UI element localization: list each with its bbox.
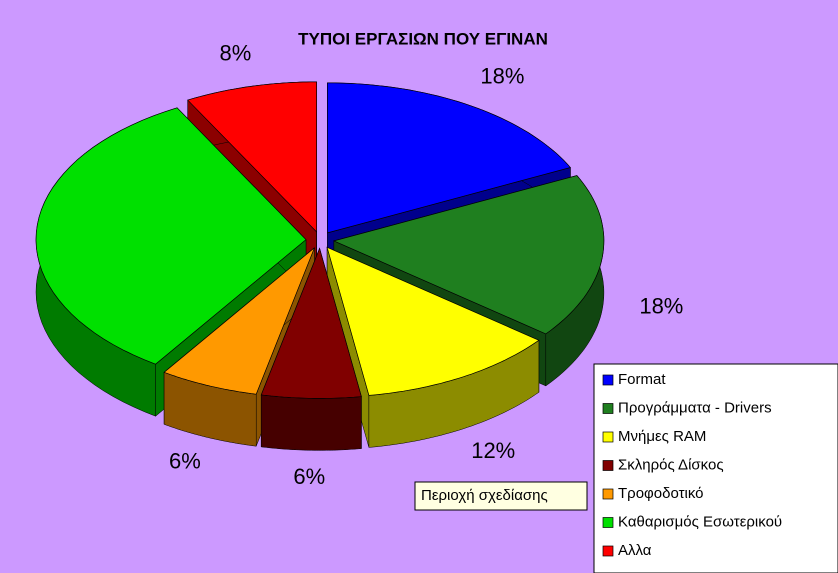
legend-label: Αλλα <box>618 542 652 559</box>
slice-wall <box>260 394 362 451</box>
legend-swatch <box>602 488 614 500</box>
data-label: 12% <box>471 438 515 463</box>
legend-label: Τροφοδοτικό <box>618 485 704 502</box>
legend-swatch <box>602 431 614 443</box>
data-label: 6% <box>293 464 325 489</box>
slice <box>35 107 307 365</box>
legend-swatch <box>602 517 614 528</box>
legend-swatch <box>602 460 614 471</box>
slice <box>187 81 317 233</box>
legend-label: Μνήμες RAM <box>618 428 706 445</box>
data-label: 18% <box>639 293 683 318</box>
legend-swatch <box>602 545 614 557</box>
legend-label: Format <box>618 371 666 388</box>
legend-swatch <box>602 374 614 386</box>
slice <box>163 247 315 395</box>
data-label: 18% <box>480 64 524 89</box>
legend-label: Σκληρός Δίσκος <box>618 456 724 473</box>
legend-label: Προγράμματα - Drivers <box>618 399 772 416</box>
data-label: 6% <box>169 449 201 474</box>
slice <box>260 247 362 399</box>
slice <box>332 175 605 335</box>
tooltip: Περιοχή σχεδίασης <box>421 487 548 504</box>
pie <box>35 81 605 451</box>
legend-swatch <box>602 403 614 414</box>
legend-label: Καθαρισμός Εσωτερικού <box>618 513 782 530</box>
legend[interactable] <box>593 363 838 573</box>
slice <box>327 82 572 234</box>
chart-title: ΤΥΠΟΙ ΕΡΓΑΣΙΩΝ ΠΟΥ ΕΓΙΝΑΝ <box>298 29 548 48</box>
slice <box>326 246 540 396</box>
data-label: 8% <box>220 40 252 65</box>
tooltip-box <box>414 481 588 511</box>
